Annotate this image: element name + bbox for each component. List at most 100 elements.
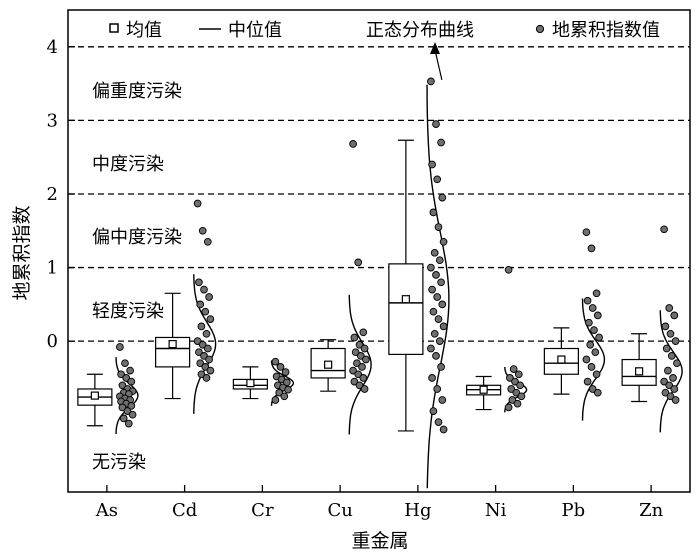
data-point [665, 304, 674, 312]
legend-points-label: 地累积指数值 [552, 20, 660, 41]
data-point [118, 403, 127, 412]
data-point [429, 407, 438, 415]
data-point [430, 329, 439, 338]
data-point [201, 363, 210, 371]
data-point [434, 418, 443, 426]
mean-marker [168, 339, 177, 349]
data-point [196, 300, 205, 309]
data-point [360, 385, 369, 393]
legend-median-label: 中位值 [228, 20, 282, 41]
zone-label-light: 轻度污染 [92, 301, 164, 322]
data-point [117, 370, 125, 379]
data-point [673, 359, 681, 368]
data-point [353, 359, 361, 368]
data-point [360, 344, 369, 353]
data-point [197, 370, 206, 379]
x-tick-label: Ni [485, 500, 507, 521]
y-tick-label: 1 [47, 258, 58, 279]
data-point [588, 304, 597, 312]
data-point [670, 385, 679, 393]
data-point [282, 378, 291, 387]
data-point [429, 307, 438, 316]
data-point [513, 399, 522, 408]
data-point [666, 329, 675, 338]
data-point [205, 293, 213, 301]
data-point [438, 193, 447, 202]
data-point [583, 377, 592, 386]
x-tick-label: As [95, 500, 118, 521]
y-tick-label: 4 [47, 37, 58, 58]
data-point [355, 381, 364, 390]
data-point [434, 223, 443, 231]
data-point [432, 271, 440, 279]
box [388, 263, 424, 355]
data-point [437, 278, 445, 287]
data-point [280, 392, 289, 401]
normal-curve [193, 274, 217, 414]
data-point [271, 357, 280, 366]
data-point [439, 237, 448, 246]
data-point [592, 289, 601, 298]
data-point [583, 296, 592, 305]
data-point [350, 333, 359, 342]
data-point [512, 388, 521, 397]
mean-marker [401, 295, 410, 304]
data-point [587, 363, 596, 371]
data-point [203, 344, 212, 353]
data-point [661, 388, 670, 397]
x-tick-label: Hg [404, 500, 431, 521]
series-cd [155, 199, 217, 414]
data-point [433, 175, 442, 184]
data-point [433, 385, 442, 393]
zone-label-moderate: 中度污染 [92, 154, 164, 175]
x-axis-title: 重金属 [351, 530, 408, 552]
data-point [197, 322, 206, 331]
data-point [590, 326, 598, 334]
data-point [355, 340, 364, 349]
series-hg [388, 77, 450, 489]
data-point [195, 348, 203, 357]
y-tick-label: 0 [47, 331, 58, 352]
data-point [351, 348, 360, 357]
series-zn [621, 225, 683, 433]
data-point [349, 140, 357, 148]
series-pb [543, 228, 606, 421]
data-point [284, 385, 292, 394]
data-point [511, 377, 519, 386]
data-point [118, 381, 127, 390]
data-point [665, 381, 674, 390]
data-point [119, 414, 128, 423]
legend-mean-label: 均值 [126, 20, 162, 41]
mean-marker [557, 355, 566, 364]
data-point [198, 340, 207, 349]
data-point [666, 392, 675, 401]
data-point [662, 344, 671, 353]
data-point [428, 160, 436, 169]
data-point [354, 370, 363, 379]
data-point [206, 315, 215, 323]
data-point [437, 138, 445, 147]
data-point [517, 392, 526, 401]
legend: 均值 中位值 正态分布曲线 地累积指数值 [109, 20, 660, 41]
annotation-arrow-line [434, 49, 443, 81]
data-point [582, 355, 591, 364]
data-point [202, 374, 211, 382]
data-point [200, 285, 208, 294]
mean-marker [90, 391, 99, 400]
x-tick-label: Cd [172, 500, 197, 521]
data-point [582, 228, 591, 237]
data-point [593, 388, 602, 397]
data-point [509, 365, 518, 373]
zone-label-heavy: 偏重度污染 [92, 81, 182, 102]
data-point [275, 388, 284, 397]
data-point [585, 318, 593, 327]
data-point [586, 340, 595, 349]
data-point [433, 293, 442, 301]
mean-marker [635, 367, 644, 376]
normal-curve [426, 84, 450, 489]
data-point [350, 377, 359, 386]
data-point [205, 355, 213, 364]
data-point [198, 226, 207, 235]
x-tick-label: Cr [251, 500, 274, 521]
